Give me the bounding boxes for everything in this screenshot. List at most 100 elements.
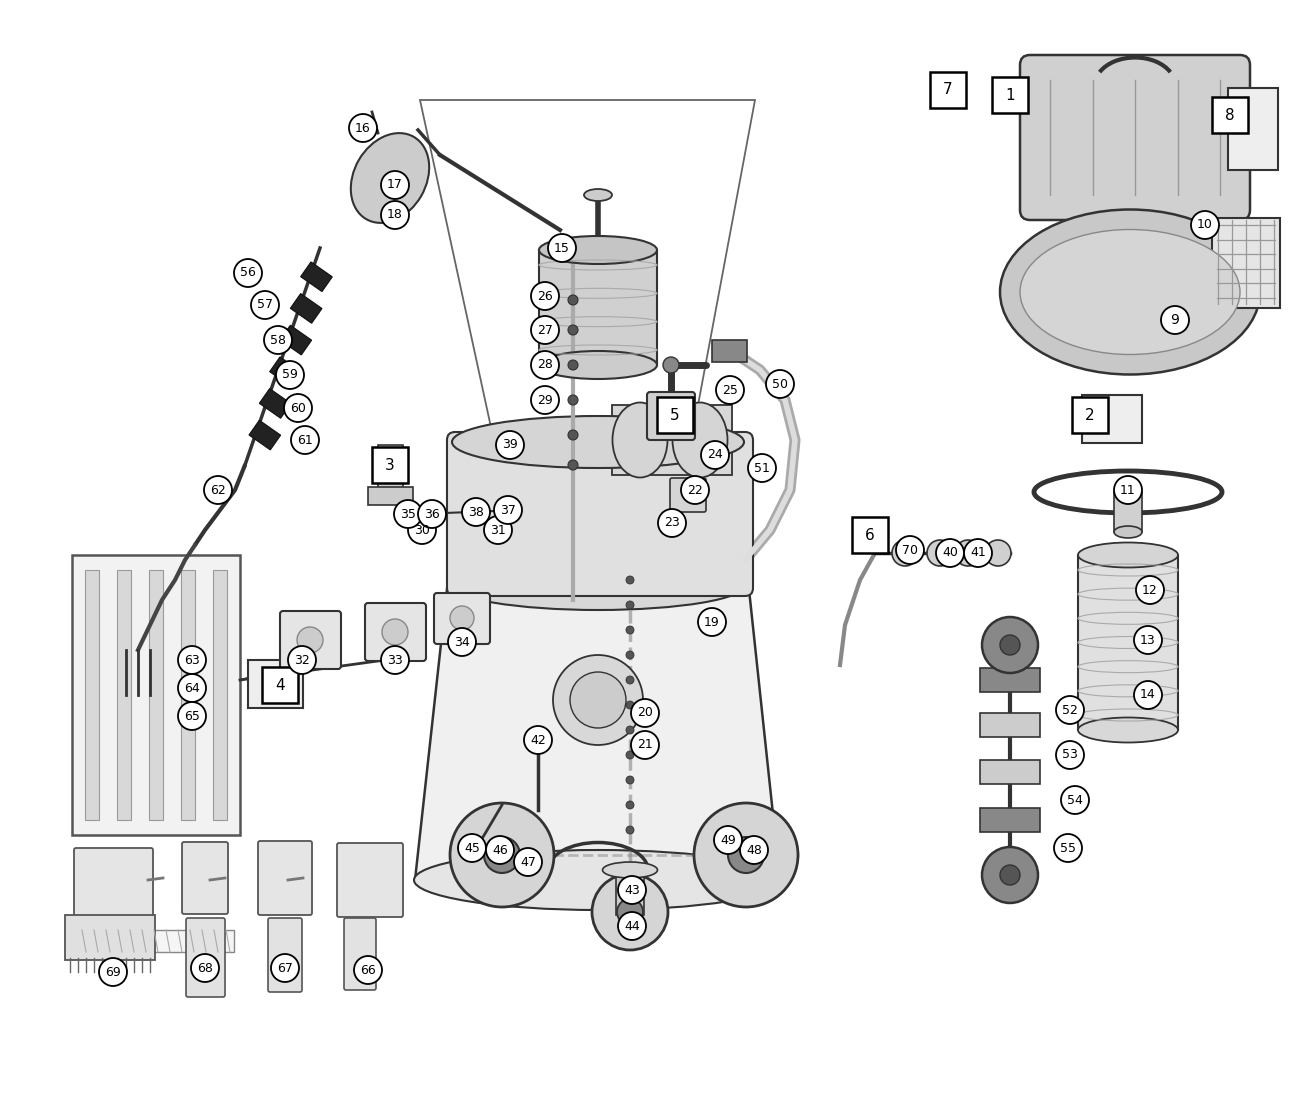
Circle shape — [291, 426, 319, 454]
Circle shape — [450, 803, 554, 907]
Circle shape — [626, 651, 634, 659]
Circle shape — [450, 606, 473, 630]
Bar — [259, 389, 291, 418]
Circle shape — [748, 454, 776, 482]
Bar — [981, 808, 1040, 832]
Circle shape — [767, 370, 794, 399]
FancyBboxPatch shape — [447, 432, 754, 596]
Circle shape — [955, 540, 981, 566]
Circle shape — [1134, 681, 1162, 708]
Bar — [270, 356, 301, 386]
Circle shape — [568, 461, 578, 470]
FancyBboxPatch shape — [185, 918, 224, 997]
Text: 9: 9 — [1171, 313, 1179, 327]
Text: 44: 44 — [624, 920, 639, 932]
Circle shape — [447, 628, 476, 656]
Circle shape — [178, 702, 206, 730]
Ellipse shape — [540, 351, 658, 379]
FancyBboxPatch shape — [1211, 97, 1248, 133]
Circle shape — [495, 431, 524, 459]
Circle shape — [1061, 786, 1089, 814]
Ellipse shape — [673, 403, 728, 477]
Circle shape — [568, 430, 578, 439]
Circle shape — [1000, 635, 1019, 655]
Circle shape — [591, 875, 668, 950]
Circle shape — [626, 826, 634, 834]
Circle shape — [354, 956, 383, 984]
Bar — [249, 421, 280, 449]
Circle shape — [741, 836, 768, 863]
Circle shape — [549, 234, 576, 262]
Text: 27: 27 — [537, 323, 553, 337]
FancyBboxPatch shape — [337, 844, 403, 917]
Text: 5: 5 — [671, 407, 680, 423]
Circle shape — [982, 847, 1038, 903]
Text: 19: 19 — [704, 615, 720, 629]
Circle shape — [626, 601, 634, 609]
Ellipse shape — [1078, 542, 1178, 568]
Circle shape — [530, 315, 559, 344]
Bar — [712, 340, 747, 362]
Circle shape — [1134, 625, 1162, 654]
Bar — [86, 570, 99, 820]
Bar — [981, 668, 1040, 692]
Text: 46: 46 — [492, 844, 508, 857]
Bar — [65, 915, 156, 960]
Text: 14: 14 — [1140, 689, 1156, 702]
Text: 48: 48 — [746, 844, 761, 857]
FancyBboxPatch shape — [647, 392, 695, 439]
Text: 50: 50 — [772, 377, 789, 391]
Text: 20: 20 — [637, 706, 652, 720]
Circle shape — [276, 361, 303, 389]
Bar — [377, 445, 403, 495]
Bar — [468, 500, 484, 520]
Text: 29: 29 — [537, 393, 553, 406]
Bar — [612, 405, 732, 475]
Circle shape — [288, 646, 316, 674]
Text: 60: 60 — [291, 402, 306, 414]
Text: 12: 12 — [1143, 583, 1158, 597]
Text: 42: 42 — [530, 734, 546, 746]
Ellipse shape — [450, 560, 746, 610]
Bar — [368, 487, 412, 505]
Bar — [616, 865, 645, 915]
Bar — [73, 930, 233, 952]
FancyBboxPatch shape — [992, 77, 1029, 113]
FancyBboxPatch shape — [262, 668, 298, 703]
Text: 3: 3 — [385, 457, 394, 473]
Circle shape — [381, 170, 409, 199]
Text: 23: 23 — [664, 517, 680, 529]
Text: 32: 32 — [294, 653, 310, 666]
FancyBboxPatch shape — [268, 918, 302, 992]
Bar — [399, 501, 416, 523]
Circle shape — [297, 627, 323, 653]
Circle shape — [700, 441, 729, 469]
Circle shape — [383, 619, 409, 645]
Circle shape — [617, 899, 643, 925]
Circle shape — [1054, 834, 1082, 862]
Circle shape — [1056, 741, 1084, 769]
Circle shape — [381, 201, 409, 229]
Ellipse shape — [540, 236, 658, 263]
Bar — [73, 555, 240, 835]
Text: 69: 69 — [105, 965, 121, 979]
FancyBboxPatch shape — [372, 447, 409, 483]
Text: 58: 58 — [270, 333, 287, 346]
Circle shape — [728, 837, 764, 873]
FancyBboxPatch shape — [852, 517, 888, 554]
FancyBboxPatch shape — [1073, 397, 1108, 433]
Circle shape — [530, 282, 559, 310]
Text: 63: 63 — [184, 653, 200, 666]
Text: 36: 36 — [424, 507, 440, 520]
Text: 30: 30 — [414, 524, 429, 537]
Text: 45: 45 — [464, 841, 480, 855]
Circle shape — [626, 801, 634, 809]
Text: 10: 10 — [1197, 218, 1213, 231]
FancyBboxPatch shape — [1019, 55, 1250, 220]
Circle shape — [462, 498, 490, 526]
Text: 57: 57 — [257, 299, 272, 311]
Circle shape — [252, 291, 279, 319]
Circle shape — [284, 394, 313, 422]
Circle shape — [553, 655, 643, 745]
Circle shape — [626, 676, 634, 684]
